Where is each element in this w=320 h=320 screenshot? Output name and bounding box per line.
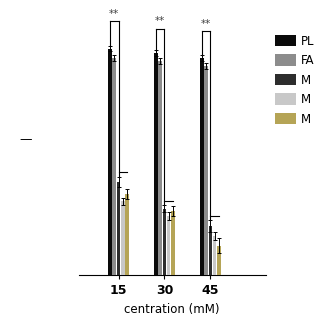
Bar [158,61,162,275]
Bar [154,53,158,275]
Text: **: ** [201,19,212,29]
Text: —: — [20,133,32,146]
Bar [200,58,204,275]
Bar [117,182,120,275]
Bar [209,226,212,275]
Bar [125,194,129,275]
Bar [213,236,216,275]
Bar [171,211,175,275]
Bar [113,58,116,275]
Bar [163,209,166,275]
Bar [108,49,112,275]
Legend: PL, FA, M, M, M: PL, FA, M, M, M [273,33,315,127]
Bar [217,246,221,275]
Bar [167,216,171,275]
Text: **: ** [155,16,165,26]
X-axis label: centration (mM): centration (mM) [124,303,220,316]
Bar [204,66,208,275]
Text: **: ** [109,9,119,19]
Bar [121,201,124,275]
